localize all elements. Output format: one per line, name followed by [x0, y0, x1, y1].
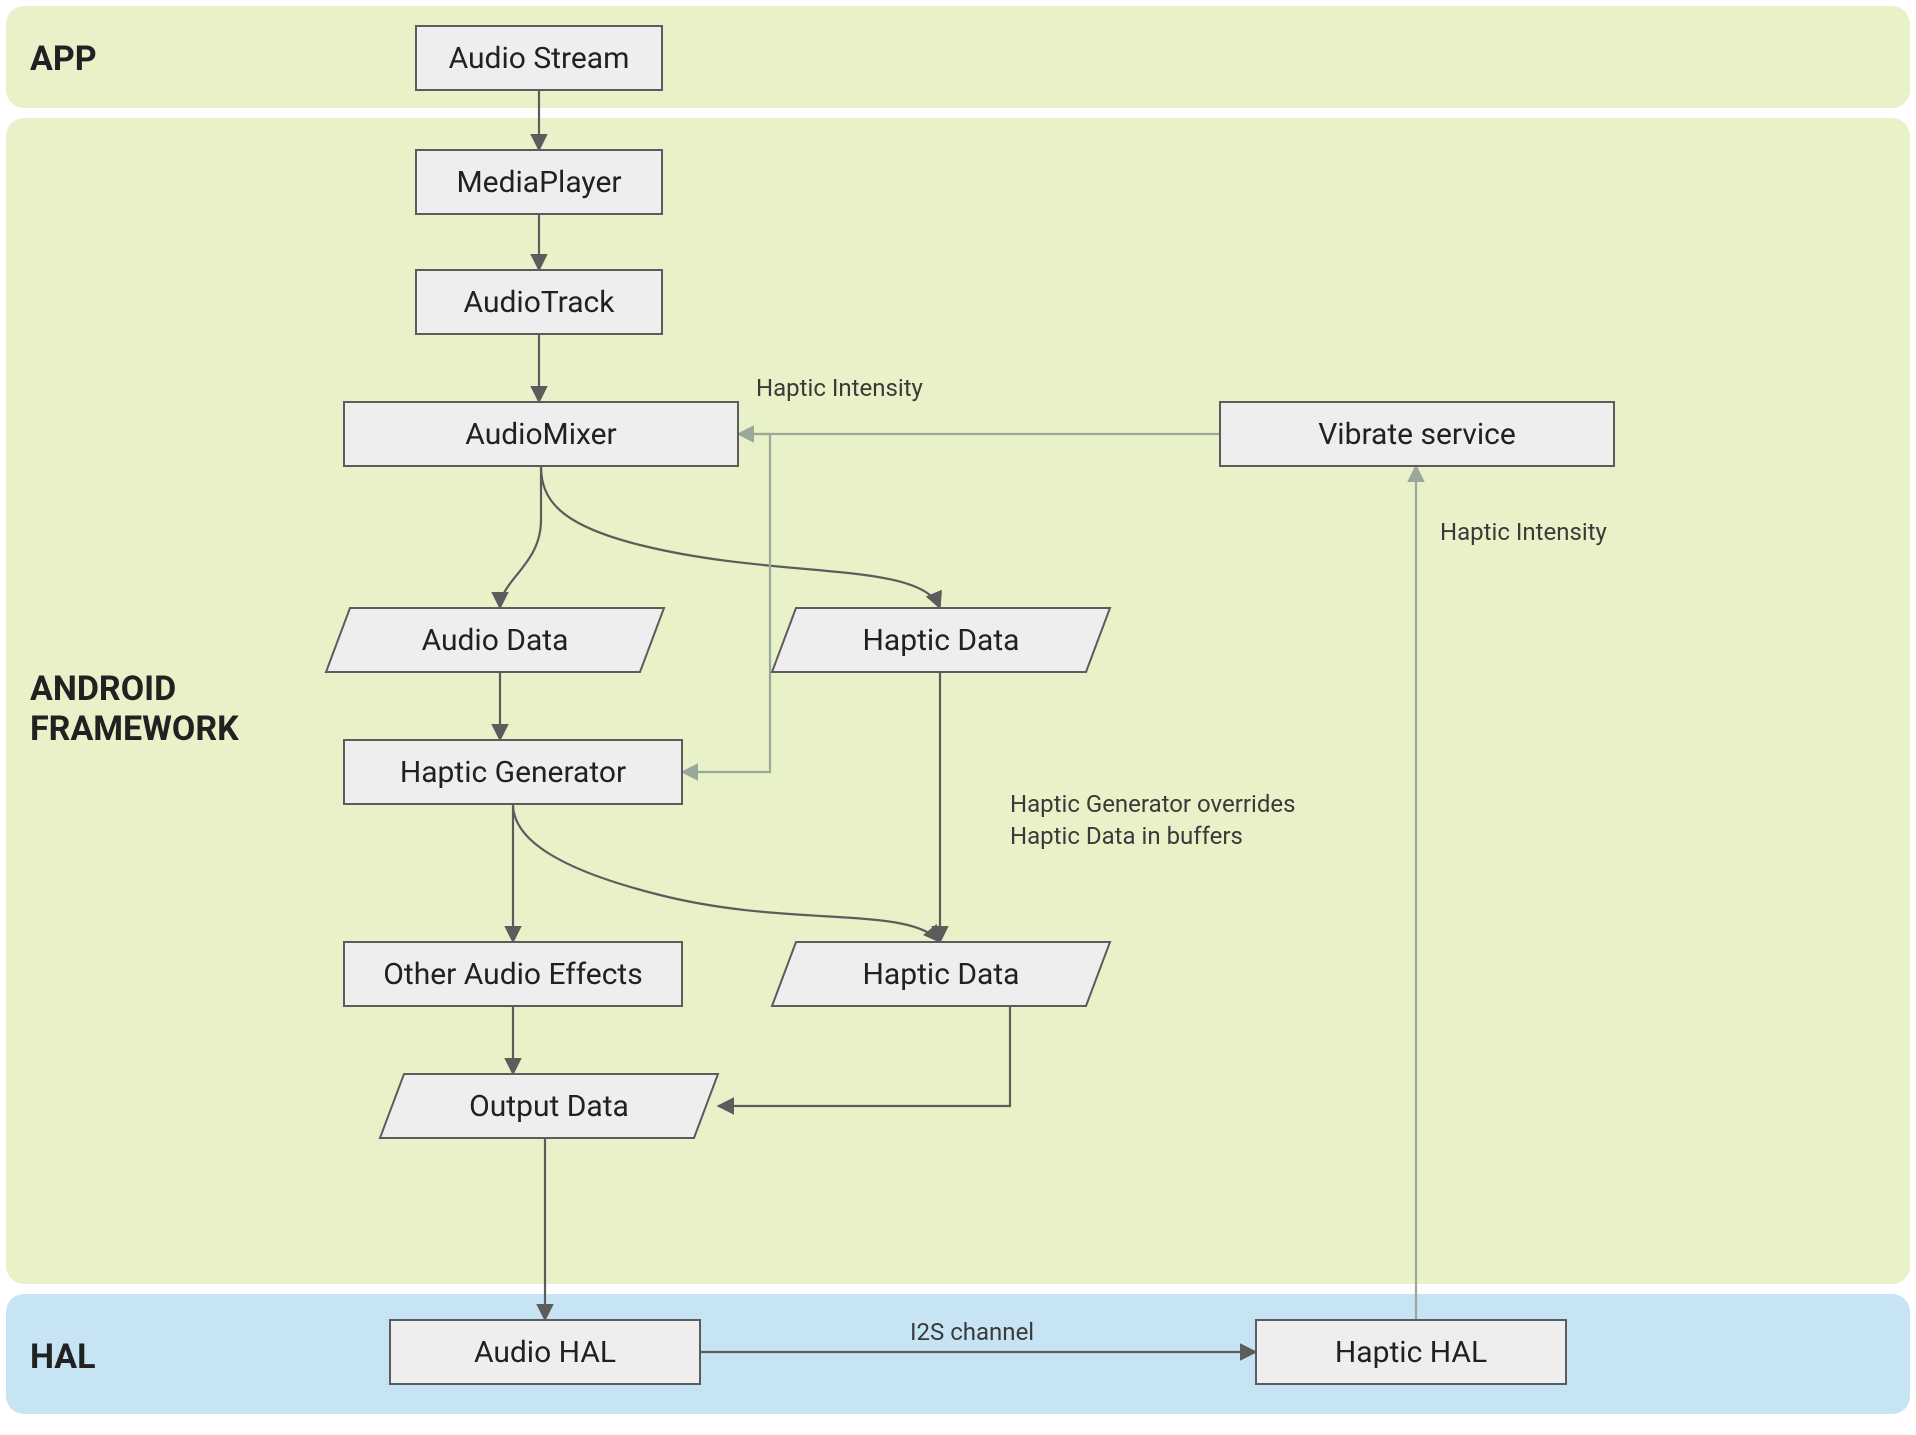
node-haptic_generator: Haptic Generator: [344, 740, 682, 804]
node-label-audio_stream: Audio Stream: [449, 41, 630, 76]
edge-label-audio_hal-haptic_hal: I2S channel: [910, 1318, 1034, 1346]
node-audio_hal: Audio HAL: [390, 1320, 700, 1384]
node-label-haptic_data_1: Haptic Data: [863, 623, 1020, 658]
region-label-framework: ANDROID: [30, 669, 176, 709]
node-label-haptic_data_2: Haptic Data: [863, 957, 1020, 992]
node-label-audio_mixer: AudioMixer: [465, 417, 616, 452]
region-framework: [6, 118, 1910, 1284]
node-audio_track: AudioTrack: [416, 270, 662, 334]
region-label-app: APP: [30, 39, 97, 79]
node-haptic_data_2: Haptic Data: [772, 942, 1110, 1006]
node-label-audio_hal: Audio HAL: [474, 1335, 616, 1370]
node-label-media_player: MediaPlayer: [456, 165, 621, 200]
node-haptic_hal: Haptic HAL: [1256, 1320, 1566, 1384]
edge-label-haptic_hal-vibrate_service: Haptic Intensity: [1440, 518, 1608, 546]
region-label-framework: FRAMEWORK: [30, 709, 239, 749]
node-audio_mixer: AudioMixer: [344, 402, 738, 466]
node-output_data: Output Data: [380, 1074, 718, 1138]
node-label-audio_data: Audio Data: [422, 623, 569, 658]
node-audio_data: Audio Data: [326, 608, 664, 672]
node-label-vibrate_service: Vibrate service: [1318, 417, 1516, 452]
node-other_effects: Other Audio Effects: [344, 942, 682, 1006]
edge-label-vibrate_service-audio_mixer: Haptic Intensity: [756, 374, 924, 402]
node-label-audio_track: AudioTrack: [464, 285, 616, 320]
node-label-haptic_generator: Haptic Generator: [400, 755, 626, 790]
edge-label-haptic_data_1-haptic_data_2: Haptic Generator overrides: [1010, 790, 1295, 818]
node-label-haptic_hal: Haptic HAL: [1335, 1335, 1487, 1370]
region-label-hal: HAL: [30, 1337, 96, 1377]
node-vibrate_service: Vibrate service: [1220, 402, 1614, 466]
node-label-other_effects: Other Audio Effects: [383, 957, 642, 992]
node-haptic_data_1: Haptic Data: [772, 608, 1110, 672]
edge-label2-haptic_data_1-haptic_data_2: Haptic Data in buffers: [1010, 822, 1243, 850]
node-label-output_data: Output Data: [469, 1089, 629, 1124]
node-audio_stream: Audio Stream: [416, 26, 662, 90]
region-hal: [6, 1294, 1910, 1414]
region-app: [6, 6, 1910, 108]
node-media_player: MediaPlayer: [416, 150, 662, 214]
